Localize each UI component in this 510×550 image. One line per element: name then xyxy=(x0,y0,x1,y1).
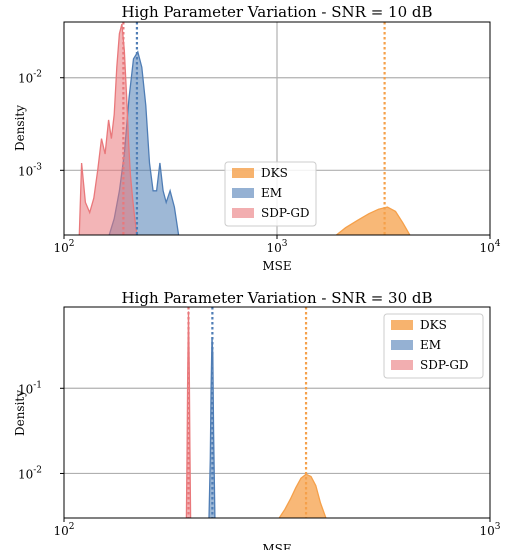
x-axis-label: MSE xyxy=(262,259,291,273)
legend-label-em: EM xyxy=(420,338,441,352)
y-axis-label: Density xyxy=(13,390,27,436)
x-axis-ticks: 102 103 104 xyxy=(53,235,501,255)
x-axis-ticks: 102 103 xyxy=(53,518,501,538)
y-tick-label: 10-2 xyxy=(18,70,42,86)
chart-title: High Parameter Variation - SNR = 10 dB xyxy=(121,3,432,21)
area-outline-sdp-gd xyxy=(185,311,192,519)
legend-swatch-dks xyxy=(391,320,413,330)
plot-frame xyxy=(63,306,491,519)
area-dks xyxy=(279,474,326,518)
x-tick-label: 102 xyxy=(53,239,74,255)
legend-swatch-sdp-gd xyxy=(232,208,254,218)
area-outline-dks xyxy=(278,473,327,519)
legend-label-dks: DKS xyxy=(261,166,288,180)
legend-label-sdp-gd: SDP-GD xyxy=(261,206,310,220)
mean-lines xyxy=(122,22,386,235)
legend: DKS EM SDP-GD xyxy=(383,313,484,379)
legend-label-sdp-gd: SDP-GD xyxy=(420,358,469,372)
x-tick-label: 102 xyxy=(53,522,74,538)
chart-title: High Parameter Variation - SNR = 30 dB xyxy=(121,289,432,307)
x-tick-label: 103 xyxy=(479,522,500,538)
legend-label-em: EM xyxy=(261,186,282,200)
x-tick-label: 103 xyxy=(266,239,287,255)
grid-lines xyxy=(64,387,490,475)
chart-snr-30db: High Parameter Variation - SNR = 30 dB 1… xyxy=(13,289,501,550)
y-tick-label: 10-2 xyxy=(18,465,42,481)
x-axis-label: MSE xyxy=(262,542,291,550)
area-dks xyxy=(336,207,410,235)
area-outline-sdp-gd xyxy=(78,23,138,236)
x-tick-label: 104 xyxy=(479,239,500,255)
legend-label-dks: DKS xyxy=(420,318,447,332)
legend-swatch-em xyxy=(232,188,254,198)
area-outline-dks xyxy=(335,206,411,236)
y-tick-label: 10-3 xyxy=(18,162,42,178)
legend: DKS EM SDP-GD xyxy=(224,161,317,227)
y-axis-label: Density xyxy=(13,105,27,151)
chart-snr-10db: High Parameter Variation - SNR = 10 dB 1… xyxy=(13,3,501,273)
legend-swatch-em xyxy=(391,340,413,350)
legend-swatch-dks xyxy=(232,168,254,178)
legend-swatch-sdp-gd xyxy=(391,360,413,370)
mean-lines xyxy=(187,307,308,518)
